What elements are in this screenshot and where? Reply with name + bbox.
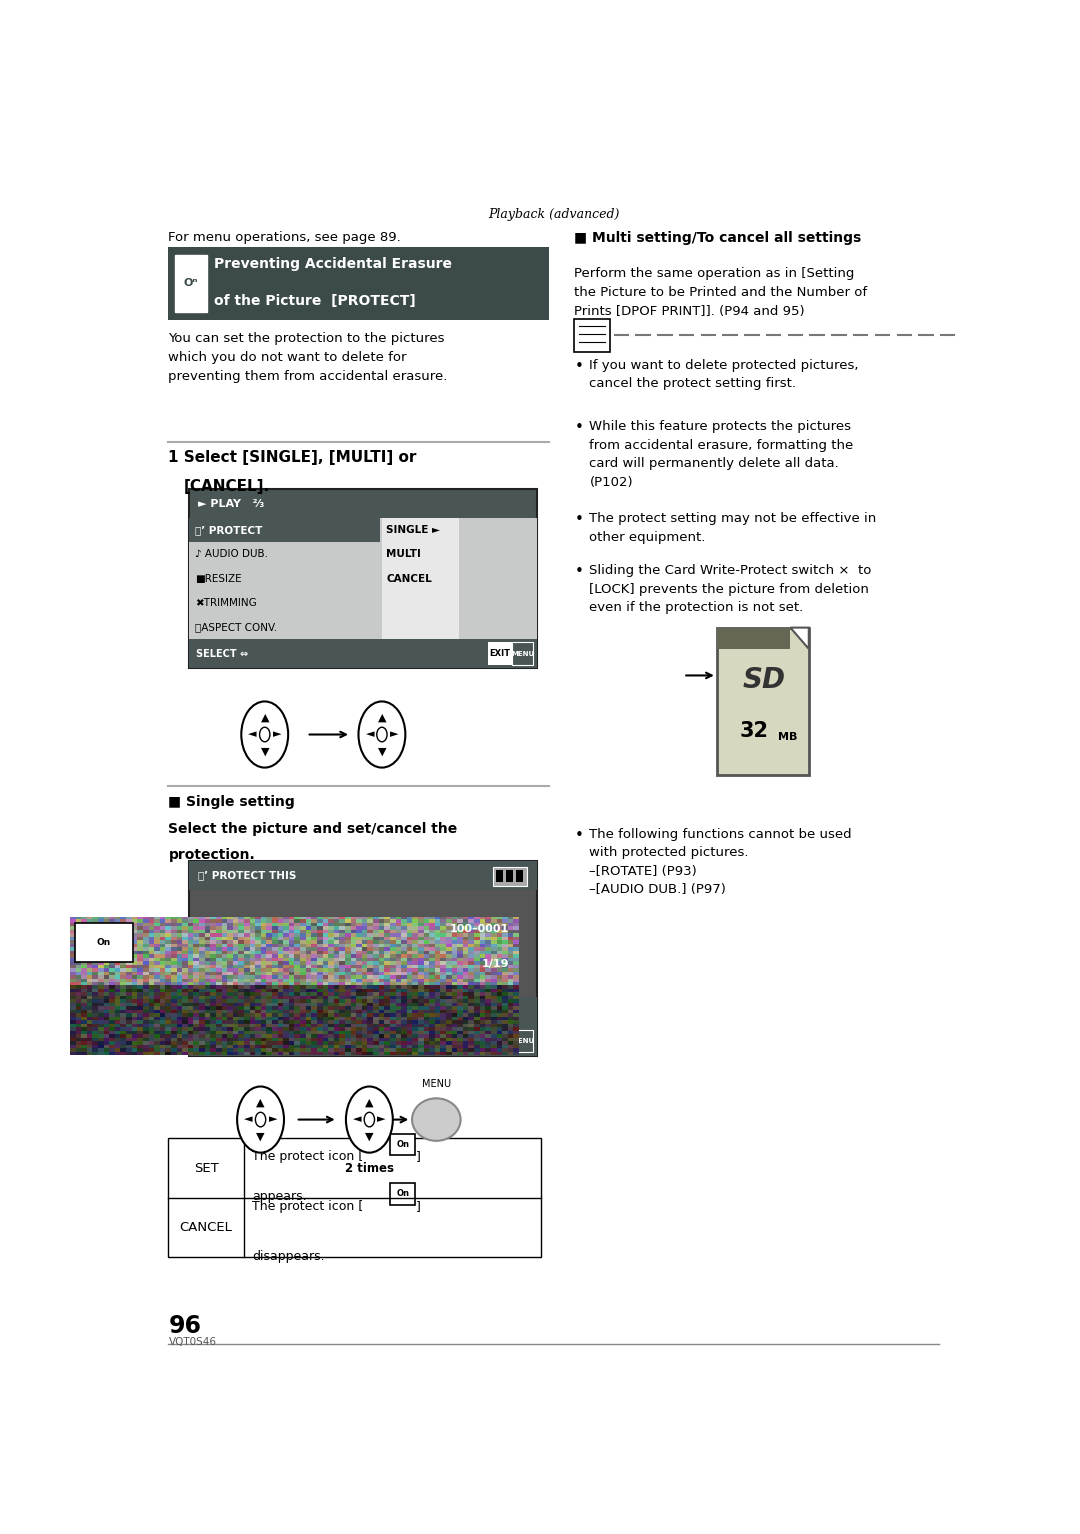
Text: ✖TRIMMING: ✖TRIMMING xyxy=(195,598,257,607)
Text: 1 Select [SINGLE], [MULTI] or: 1 Select [SINGLE], [MULTI] or xyxy=(168,449,417,465)
Text: •: • xyxy=(575,828,583,842)
Bar xyxy=(189,861,537,890)
Text: MENU: MENU xyxy=(511,1039,535,1045)
Circle shape xyxy=(259,727,270,742)
Text: ▲: ▲ xyxy=(378,712,387,723)
Text: VQT0S46: VQT0S46 xyxy=(168,1338,216,1347)
Polygon shape xyxy=(791,627,809,649)
Text: disappears.: disappears. xyxy=(253,1250,325,1262)
Text: CANCEL: CANCEL xyxy=(387,574,432,583)
Text: 2 times: 2 times xyxy=(345,1163,394,1175)
Text: 1/19: 1/19 xyxy=(482,959,510,969)
Bar xyxy=(505,870,513,882)
Circle shape xyxy=(241,701,288,767)
Text: SET: SET xyxy=(193,1161,218,1175)
Text: MB: MB xyxy=(779,732,797,742)
Text: SINGLE ►: SINGLE ► xyxy=(387,526,441,535)
Ellipse shape xyxy=(413,1098,460,1141)
Text: SELECT ⇔: SELECT ⇔ xyxy=(197,649,248,658)
Bar xyxy=(189,518,537,638)
Circle shape xyxy=(364,1112,375,1127)
Text: Select the picture and set/cancel the: Select the picture and set/cancel the xyxy=(168,822,458,836)
Text: [CANCEL].: [CANCEL]. xyxy=(184,479,270,494)
Bar xyxy=(496,870,503,882)
Text: The protect icon [: The protect icon [ xyxy=(253,1200,364,1213)
Bar xyxy=(512,643,534,664)
Text: SELECT◄►: SELECT◄► xyxy=(197,1006,252,1017)
Text: MENU: MENU xyxy=(511,650,535,657)
Text: CANCEL: CANCEL xyxy=(179,1221,232,1233)
Bar xyxy=(488,1029,512,1052)
Text: ]: ] xyxy=(416,1150,421,1163)
Bar xyxy=(189,997,537,1026)
Text: ♪ AUDIO DUB.: ♪ AUDIO DUB. xyxy=(195,549,268,560)
Text: ■RESIZE: ■RESIZE xyxy=(195,574,242,583)
Text: Ⓞ’ PROTECT: Ⓞ’ PROTECT xyxy=(195,526,262,535)
Text: ◄: ◄ xyxy=(353,1115,362,1124)
Bar xyxy=(168,247,550,321)
Text: ►: ► xyxy=(272,730,281,739)
Bar xyxy=(382,518,459,638)
Text: Perform the same operation as in [Setting
the Picture to be Printed and the Numb: Perform the same operation as in [Settin… xyxy=(575,267,867,318)
Text: ▲: ▲ xyxy=(256,1097,265,1108)
Text: 96: 96 xyxy=(168,1315,202,1339)
Bar xyxy=(717,627,791,649)
Text: On: On xyxy=(396,1189,409,1198)
Bar xyxy=(390,1183,416,1204)
Text: ◄: ◄ xyxy=(244,1115,253,1124)
Text: For menu operations, see page 89.: For menu operations, see page 89. xyxy=(168,232,402,244)
Text: Preventing Accidental Erasure: Preventing Accidental Erasure xyxy=(214,258,451,272)
Text: EXIT: EXIT xyxy=(489,649,511,658)
Text: MULTI: MULTI xyxy=(387,549,421,560)
Text: ◄: ◄ xyxy=(365,730,374,739)
Text: protection.: protection. xyxy=(168,848,255,862)
Text: •: • xyxy=(575,359,583,374)
Text: 32: 32 xyxy=(740,721,769,741)
Text: •: • xyxy=(575,512,583,528)
Bar xyxy=(189,1026,537,1055)
Circle shape xyxy=(255,1112,266,1127)
Text: EXIT: EXIT xyxy=(489,1037,511,1046)
Text: of the Picture  [PROTECT]: of the Picture [PROTECT] xyxy=(214,295,416,308)
Text: Sliding the Card Write-Protect switch ×  to
[LOCK] prevents the picture from del: Sliding the Card Write-Protect switch × … xyxy=(590,565,872,615)
Bar xyxy=(175,255,207,311)
Circle shape xyxy=(238,1086,284,1152)
Text: SET/CANCEL ▼: SET/CANCEL ▼ xyxy=(197,1035,274,1046)
Bar xyxy=(75,923,133,962)
Text: ]: ] xyxy=(416,1200,421,1213)
Text: ▼: ▼ xyxy=(378,747,387,756)
Text: While this feature protects the pictures
from accidental erasure, formatting the: While this feature protects the pictures… xyxy=(590,420,854,489)
Bar xyxy=(189,489,537,669)
Bar xyxy=(390,1134,416,1155)
Bar xyxy=(189,518,380,543)
Text: Ⓞ’ PROTECT THIS: Ⓞ’ PROTECT THIS xyxy=(198,871,296,881)
Text: ⬜ASPECT CONV.: ⬜ASPECT CONV. xyxy=(195,621,278,632)
Text: 100–0001: 100–0001 xyxy=(450,923,510,934)
Text: Oⁿ: Oⁿ xyxy=(184,278,199,288)
Text: •: • xyxy=(575,565,583,580)
Text: ▼: ▼ xyxy=(256,1132,265,1141)
Text: appears.: appears. xyxy=(253,1190,307,1204)
Text: ►: ► xyxy=(269,1115,276,1124)
Text: The following functions cannot be used
with protected pictures.
–[ROTATE] (P93)
: The following functions cannot be used w… xyxy=(590,828,852,896)
Bar xyxy=(717,627,809,775)
Text: ▲: ▲ xyxy=(365,1097,374,1108)
Text: MENU: MENU xyxy=(422,1078,450,1089)
Text: ►: ► xyxy=(377,1115,386,1124)
Bar xyxy=(516,870,524,882)
Circle shape xyxy=(359,701,405,767)
Text: ▼: ▼ xyxy=(260,747,269,756)
Text: ◄: ◄ xyxy=(248,730,257,739)
Text: ■ Single setting: ■ Single setting xyxy=(168,795,295,808)
Bar xyxy=(512,1029,534,1052)
Bar xyxy=(168,1138,541,1256)
Text: You can set the protection to the pictures
which you do not want to delete for
p: You can set the protection to the pictur… xyxy=(168,331,448,382)
Bar xyxy=(189,638,537,669)
Text: ■ Multi setting/To cancel all settings: ■ Multi setting/To cancel all settings xyxy=(575,232,862,245)
Circle shape xyxy=(346,1086,393,1152)
Text: The protect setting may not be effective in
other equipment.: The protect setting may not be effective… xyxy=(590,512,877,545)
Text: The protect icon [: The protect icon [ xyxy=(253,1150,364,1163)
Text: ►: ► xyxy=(390,730,399,739)
Text: SD: SD xyxy=(743,666,786,695)
Text: •: • xyxy=(575,420,583,436)
